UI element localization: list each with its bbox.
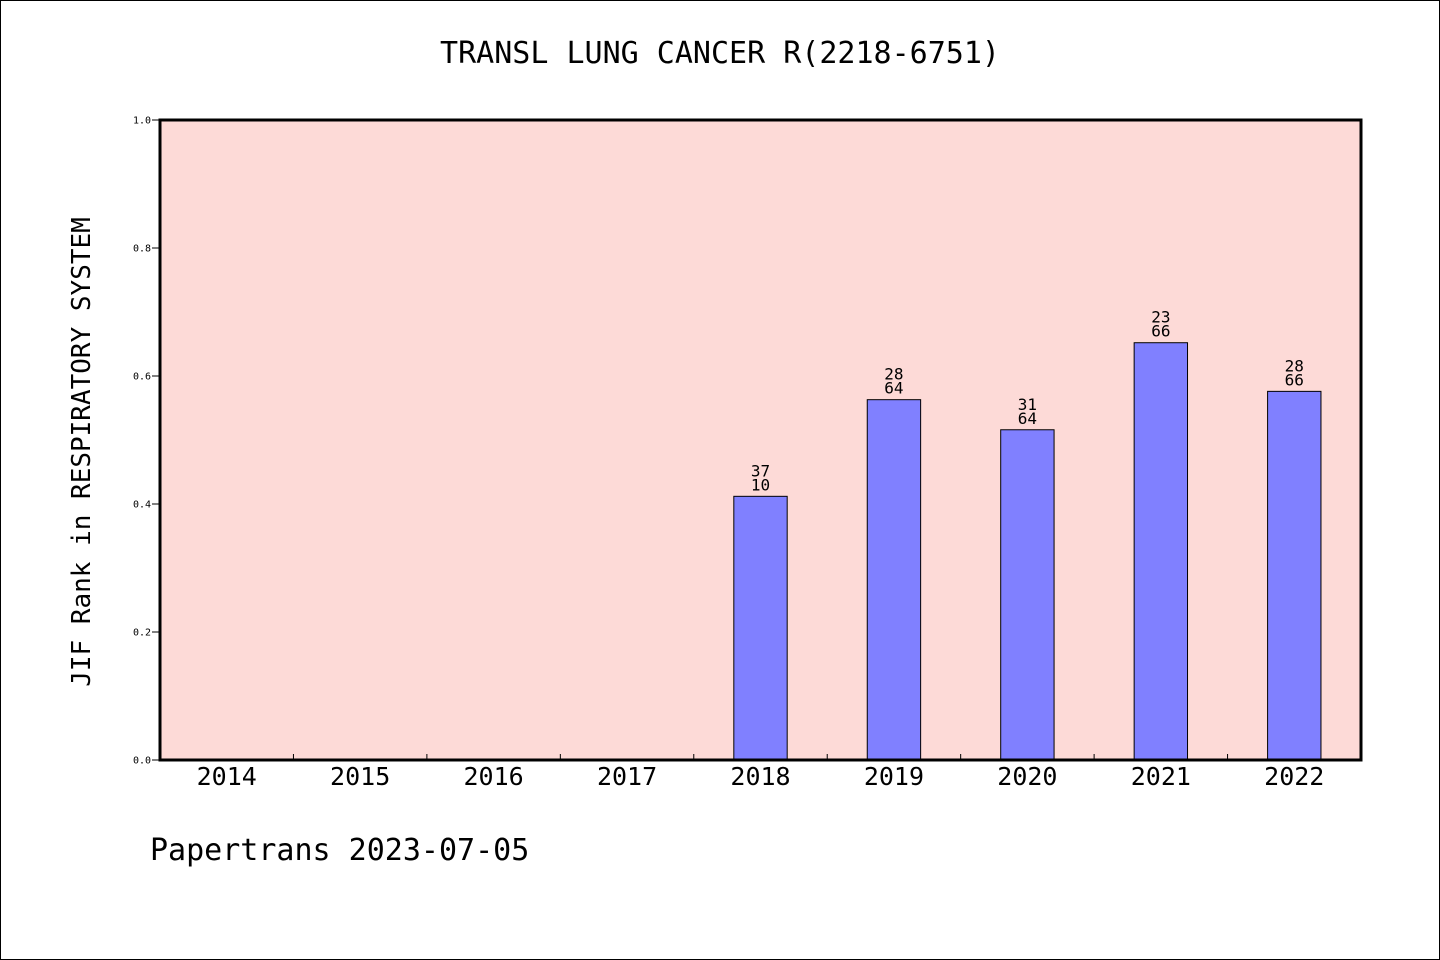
bar-label-top: 23 — [1151, 308, 1170, 327]
x-tick-label: 2017 — [597, 762, 657, 791]
bar-label-bottom: 64 — [884, 379, 903, 398]
bar-label-bottom: 10 — [751, 475, 770, 494]
y-tick-label: 1.0 — [133, 116, 151, 127]
bar-label-bottom: 64 — [1018, 409, 1037, 428]
y-axis-label: JIF Rank in RESPIRATORY SYSTEM — [67, 217, 97, 687]
bar-2022 — [1267, 390, 1322, 761]
bar-2018 — [733, 495, 788, 761]
x-tick-label: 2018 — [730, 762, 790, 791]
y-tick-label: 0.4 — [133, 500, 151, 511]
bar-2019 — [866, 399, 922, 761]
bar-label-top: 28 — [884, 365, 903, 384]
bar-label-bottom: 66 — [1151, 322, 1170, 341]
y-tick-label: 0.0 — [133, 756, 151, 767]
x-axis: 2014 2015 2016 2017 2018 2019 2020 2021 2022 — [197, 754, 1324, 791]
x-tick-label: 2014 — [197, 762, 257, 791]
bar-label-bottom: 66 — [1285, 370, 1304, 389]
y-tick-label: 0.6 — [133, 372, 151, 383]
y-tick-label: 0.8 — [133, 244, 151, 255]
x-tick-label: 2021 — [1131, 762, 1191, 791]
y-axis: 0.0 0.2 0.4 0.6 0.8 1.0 — [133, 116, 160, 767]
bar-2021 — [1133, 342, 1189, 761]
chart-title: TRANSL LUNG CANCER R(2218-6751) — [440, 36, 1000, 71]
bar-label-top: 28 — [1285, 356, 1304, 375]
y-tick-label: 0.2 — [133, 628, 151, 639]
bar-2020 — [1000, 429, 1055, 761]
bar-label-top: 37 — [751, 461, 770, 480]
x-tick-label: 2022 — [1264, 762, 1324, 791]
x-tick-label: 2016 — [464, 762, 524, 791]
x-tick-label: 2015 — [330, 762, 390, 791]
bar-label-top: 31 — [1018, 395, 1037, 414]
x-tick-label: 2019 — [864, 762, 924, 791]
footer-text: Papertrans 2023-07-05 — [150, 833, 530, 868]
x-tick-label: 2020 — [997, 762, 1057, 791]
plot-border — [158, 118, 1363, 762]
bars-group — [733, 342, 1322, 761]
